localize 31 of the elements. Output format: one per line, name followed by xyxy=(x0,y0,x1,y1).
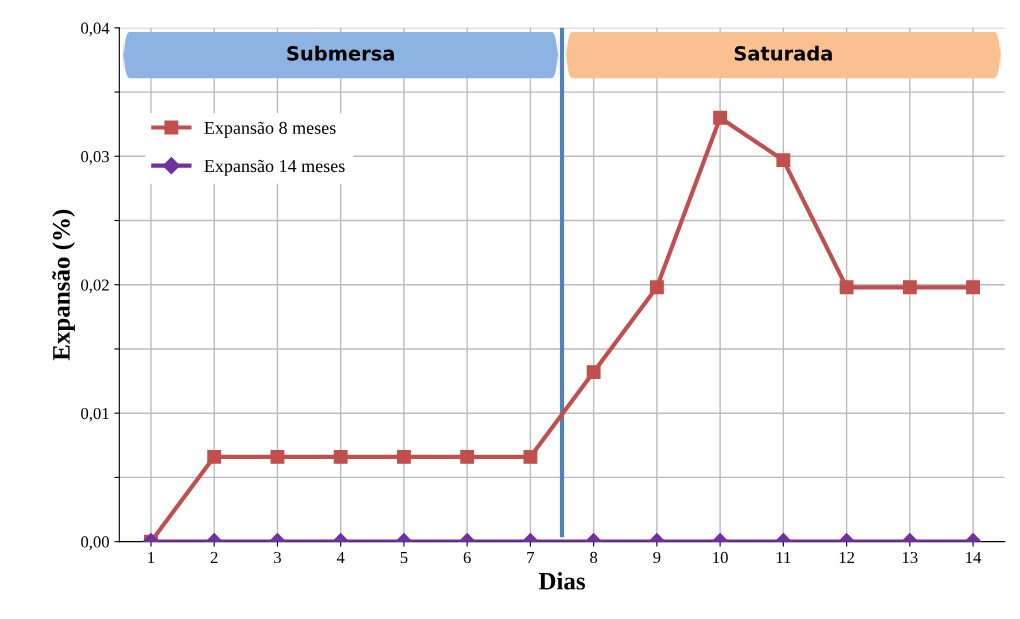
point xyxy=(839,280,854,295)
point xyxy=(586,365,601,380)
legend-label: Expansão 8 meses xyxy=(204,121,336,138)
y-tick-label: 0,00 xyxy=(81,536,109,550)
annotation: Saturada xyxy=(734,45,832,61)
x-tick-label: 9 xyxy=(653,551,661,564)
x-tick-label: 6 xyxy=(463,551,471,564)
x-tick-label: 11 xyxy=(776,551,791,563)
x-tick-label: 7 xyxy=(527,552,535,563)
x-axis-title: Dias xyxy=(538,572,586,590)
annotation: Submersa xyxy=(287,45,394,61)
y-tick-label: 0,03 xyxy=(81,151,109,165)
x-tick-label: 2 xyxy=(210,551,218,563)
point xyxy=(966,280,981,295)
x-tick-label: 1 xyxy=(148,551,155,563)
legend-label: Expansão 14 meses xyxy=(204,159,345,176)
point xyxy=(902,280,917,295)
x-tick-label: 5 xyxy=(400,552,408,564)
y-tick-label: 0,04 xyxy=(81,22,110,37)
x-tick-label: 3 xyxy=(274,551,281,564)
x-tick-label: 4 xyxy=(336,551,345,563)
point xyxy=(649,280,664,295)
x-tick-label: 8 xyxy=(590,551,598,564)
point xyxy=(776,153,791,168)
x-tick-label: 12 xyxy=(839,551,855,563)
x-tick-label: 13 xyxy=(902,551,918,564)
y-axis-title: Expansão (%) xyxy=(52,209,75,361)
x-tick-label: 14 xyxy=(966,551,982,563)
y-tick-label: 0,01 xyxy=(81,407,109,422)
x-tick-label: 10 xyxy=(713,551,728,564)
y-tick-label: 0,02 xyxy=(81,279,109,294)
